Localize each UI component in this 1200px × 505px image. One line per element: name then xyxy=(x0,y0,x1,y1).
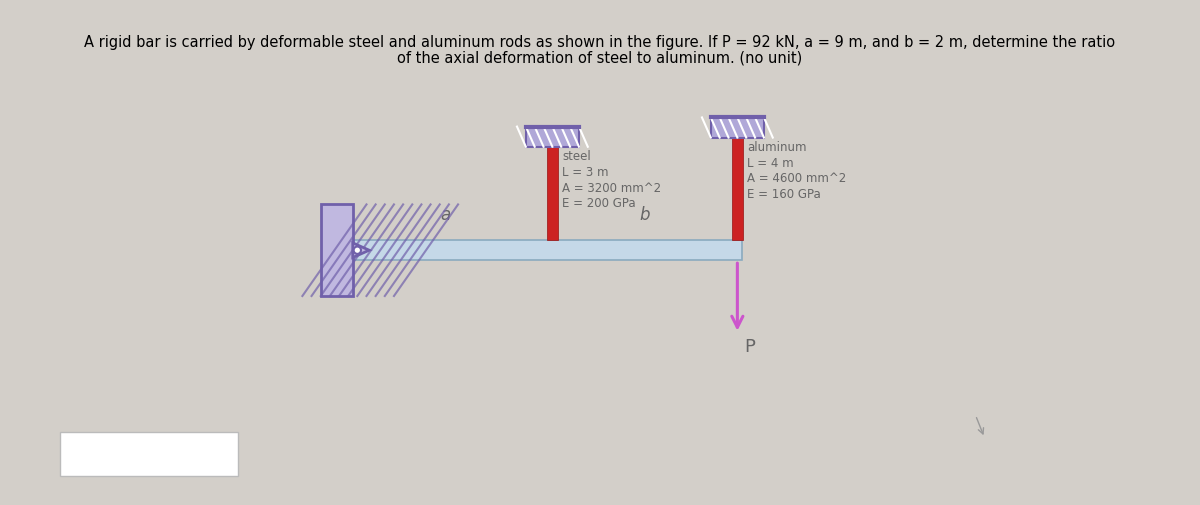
Text: E = 200 GPa: E = 200 GPa xyxy=(563,197,636,210)
Text: steel: steel xyxy=(563,150,592,164)
Text: of the axial deformation of steel to aluminum. (no unit): of the axial deformation of steel to alu… xyxy=(397,50,803,66)
Bar xyxy=(340,240,742,260)
Text: A = 3200 mm^2: A = 3200 mm^2 xyxy=(563,181,661,194)
Polygon shape xyxy=(353,243,370,258)
Text: b: b xyxy=(640,206,650,224)
Bar xyxy=(732,137,743,240)
Text: A = 4600 mm^2: A = 4600 mm^2 xyxy=(748,172,847,185)
Text: a: a xyxy=(440,206,451,224)
Bar xyxy=(710,118,764,137)
Text: L = 4 m: L = 4 m xyxy=(748,157,794,170)
Text: L = 3 m: L = 3 m xyxy=(563,166,608,179)
Bar xyxy=(60,432,239,476)
Bar xyxy=(547,147,558,240)
Text: P: P xyxy=(745,338,756,356)
Text: A rigid bar is carried by deformable steel and aluminum rods as shown in the fig: A rigid bar is carried by deformable ste… xyxy=(84,35,1116,50)
Text: E = 160 GPa: E = 160 GPa xyxy=(748,188,821,201)
Circle shape xyxy=(354,246,361,254)
Text: aluminum: aluminum xyxy=(748,141,806,154)
Bar xyxy=(526,127,578,147)
Bar xyxy=(320,205,353,296)
